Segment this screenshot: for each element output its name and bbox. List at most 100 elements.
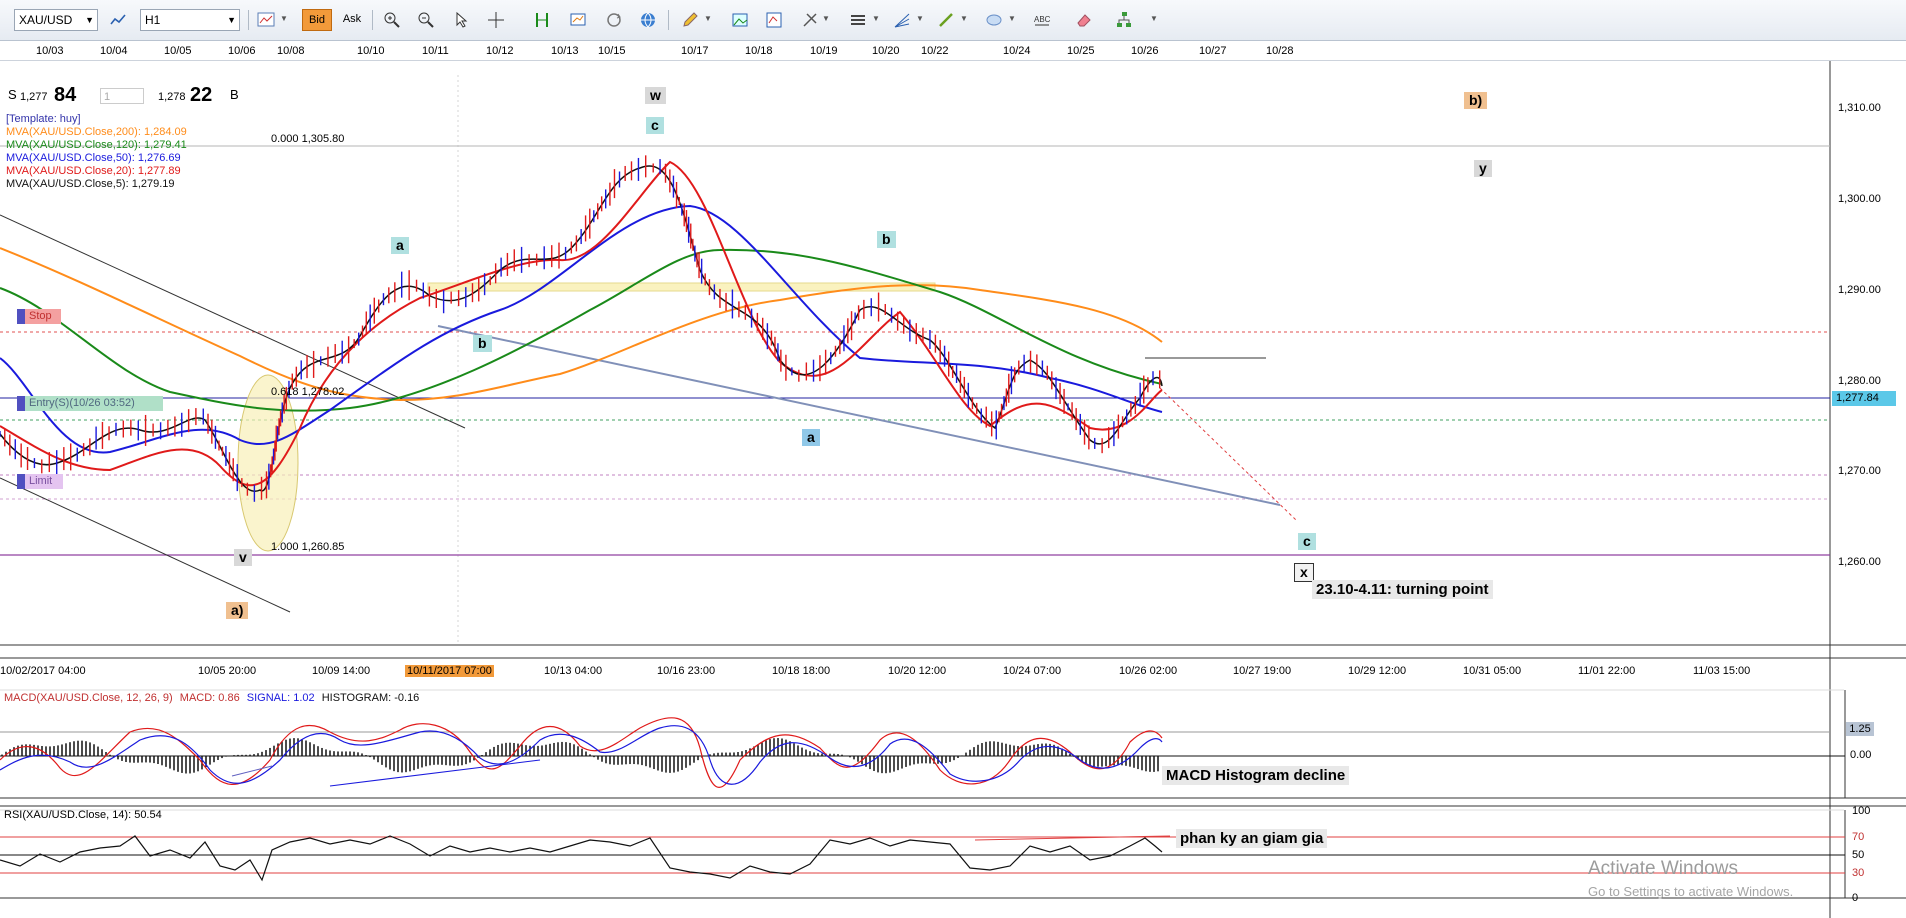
legend-item: MVA(XAU/USD.Close,120): 1,279.41 <box>6 139 187 151</box>
chart-type-icon[interactable] <box>106 9 130 31</box>
date-label: 10/06 <box>228 45 256 57</box>
indicators-icon[interactable] <box>254 9 278 31</box>
candles-group <box>0 155 1161 502</box>
date-label: 10/15 <box>598 45 626 57</box>
timeframe-select[interactable]: H1 ▼ <box>140 9 240 31</box>
price-tick: 1,310.00 <box>1838 102 1881 114</box>
symbol-select[interactable]: XAU/USD ▼ <box>14 9 98 31</box>
chevron-down-icon: ▼ <box>872 14 880 23</box>
date-label: 10/12 <box>486 45 514 57</box>
time-label: 11/01 22:00 <box>1578 665 1636 677</box>
toolbar-separator <box>248 10 249 30</box>
price-tick: 1,300.00 <box>1838 193 1881 205</box>
rsi-axis-label: 70 <box>1852 831 1865 843</box>
time-label: 10/26 02:00 <box>1119 665 1178 677</box>
wave-label-c: c <box>1298 533 1316 550</box>
histogram-value: HISTOGRAM: -0.16 <box>321 692 420 704</box>
chevron-down-icon: ▼ <box>960 14 968 23</box>
chevron-down-icon: ▼ <box>1008 14 1016 23</box>
time-label: 10/18 18:00 <box>772 665 831 677</box>
lot-input[interactable]: 1 <box>100 88 144 104</box>
crosshair-icon[interactable] <box>484 9 508 31</box>
price-tick: 1,280.00 <box>1838 375 1881 387</box>
rsi-line <box>0 835 1163 882</box>
fib-1-label: 1.000 1,260.85 <box>271 541 345 553</box>
eraser-icon[interactable] <box>1072 9 1096 31</box>
time-label: 10/29 12:00 <box>1348 665 1407 677</box>
sell-price-small[interactable]: 1,277 <box>20 91 48 103</box>
ellipse-icon[interactable] <box>982 9 1006 31</box>
wave-label-a: a <box>391 237 409 254</box>
legend-item: MVA(XAU/USD.Close,200): 1,284.09 <box>6 126 187 138</box>
time-label: 10/16 23:00 <box>657 665 716 677</box>
macd-divergence-line <box>231 765 273 777</box>
ma50-line <box>0 204 1163 454</box>
date-label: 10/22 <box>921 45 949 57</box>
buy-price-small[interactable]: 1,278 <box>158 91 186 103</box>
quote-box: S 1,277 84 1 1,278 22 B <box>4 84 242 110</box>
legend-item: MVA(XAU/USD.Close,50): 1,276.69 <box>6 152 181 164</box>
legend-item: [Template: huy] <box>6 113 81 125</box>
pencil-icon[interactable] <box>678 9 702 31</box>
wave-label-b-paren: b) <box>1464 92 1488 109</box>
date-label: 10/10 <box>357 45 385 57</box>
zoom-out-icon[interactable] <box>414 9 438 31</box>
image-icon[interactable] <box>728 9 752 31</box>
time-label: 10/27 19:00 <box>1233 665 1292 677</box>
date-label: 10/20 <box>872 45 900 57</box>
time-label: 11/03 15:00 <box>1693 665 1751 677</box>
rsi-axis-label: 50 <box>1852 849 1865 861</box>
toolbar-separator <box>372 10 373 30</box>
date-label: 10/11 <box>422 45 449 57</box>
new-order-icon[interactable] <box>566 9 590 31</box>
rsi-title: RSI(XAU/USD.Close, 14): 50.54 <box>4 809 162 821</box>
turning-point-note: 23.10-4.11: turning point <box>1312 580 1493 599</box>
brush-icon[interactable] <box>934 9 958 31</box>
current-price-tag: 1,277.84 <box>1832 391 1896 406</box>
chevron-down-icon: ▼ <box>227 15 236 25</box>
toolbar: XAU/USD ▼ H1 ▼ ▼ Bid Ask ▼ ▼ ▼ ▼ ▼ ▼ ABC ▼ <box>0 0 1906 41</box>
wave-label-c-top: c <box>646 117 664 134</box>
period-separator-icon[interactable] <box>530 9 554 31</box>
fib-618-label: 0.618 1,278.02 <box>271 386 345 398</box>
time-label: 10/20 12:00 <box>888 665 947 677</box>
template-icon[interactable] <box>762 9 786 31</box>
macd-axis-label: 0.00 <box>1850 749 1872 761</box>
zoom-in-icon[interactable] <box>380 9 404 31</box>
date-label: 10/24 <box>1003 45 1031 57</box>
wave-label-w: w <box>645 87 666 104</box>
trendline-lower <box>0 477 291 613</box>
lines-icon[interactable] <box>846 9 870 31</box>
buy-suffix: B <box>230 87 239 102</box>
refresh-icon[interactable] <box>602 9 626 31</box>
tools-icon[interactable] <box>798 9 822 31</box>
time-label: 10/31 05:00 <box>1463 665 1522 677</box>
text-icon[interactable]: ABC <box>1030 9 1054 31</box>
time-label: 10/13 04:00 <box>544 665 603 677</box>
bid-button[interactable]: Bid <box>302 9 332 31</box>
limit-order-tag[interactable]: Limit <box>17 474 63 489</box>
zone-rect <box>427 282 936 292</box>
macd-axis-tag: 1.25 <box>1846 722 1874 736</box>
chevron-down-icon: ▼ <box>704 14 712 23</box>
date-label: 10/05 <box>164 45 192 57</box>
chevron-down-icon: ▼ <box>85 15 94 25</box>
stop-order-tag[interactable]: Stop <box>17 309 61 324</box>
globe-icon[interactable] <box>636 9 660 31</box>
fan-icon[interactable] <box>890 9 914 31</box>
price-tick: 1,290.00 <box>1838 284 1881 296</box>
buy-price-big[interactable]: 22 <box>190 84 213 106</box>
entry-order-tag[interactable]: Entry(S)(10/26 03:52) <box>17 396 163 411</box>
date-label: 10/08 <box>277 45 305 57</box>
date-axis-top: 10/03 10/04 10/05 10/06 10/08 10/10 10/1… <box>0 42 1906 61</box>
ask-button[interactable]: Ask <box>342 13 362 25</box>
cursor-icon[interactable] <box>450 9 474 31</box>
tree-icon[interactable] <box>1112 9 1136 31</box>
svg-text:ABC: ABC <box>1034 15 1051 24</box>
fib-0-label: 0.000 1,305.80 <box>271 133 345 145</box>
sell-price-big[interactable]: 84 <box>54 84 77 106</box>
date-label: 10/19 <box>810 45 838 57</box>
legend-item: MVA(XAU/USD.Close,5): 1,279.19 <box>6 178 175 190</box>
time-label: 10/05 20:00 <box>198 665 257 677</box>
